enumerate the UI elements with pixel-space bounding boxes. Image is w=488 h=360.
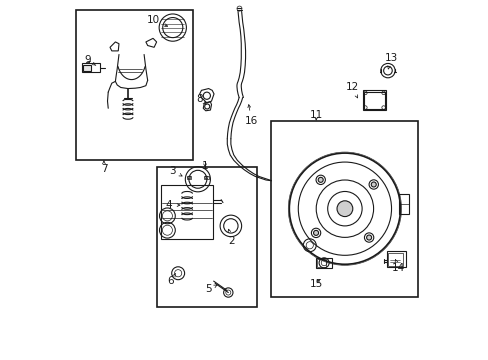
Text: 1: 1 [202, 161, 208, 171]
Text: 2: 2 [227, 229, 235, 246]
Text: 3: 3 [169, 166, 182, 176]
Bar [387, 253, 402, 266]
Text: 4: 4 [165, 200, 180, 210]
Bar [156, 167, 257, 307]
Text: 9: 9 [84, 55, 96, 66]
Bar [187, 176, 191, 179]
Text: 11: 11 [309, 111, 322, 121]
Circle shape [318, 177, 323, 183]
Text: 15: 15 [309, 279, 322, 289]
Bar [83, 64, 90, 71]
Bar [362, 90, 386, 110]
Text: 14: 14 [391, 260, 405, 273]
Text: 6: 6 [167, 273, 175, 286]
Text: 5: 5 [205, 284, 217, 294]
Bar [386, 251, 405, 267]
Bar [316, 258, 332, 268]
Bar [398, 194, 408, 214]
Text: 8: 8 [196, 94, 206, 104]
Text: 13: 13 [384, 53, 397, 69]
Circle shape [313, 230, 318, 235]
Text: 12: 12 [345, 82, 358, 98]
Bar [364, 92, 384, 109]
Circle shape [336, 201, 352, 217]
Bar [317, 259, 325, 267]
Text: 7: 7 [101, 161, 107, 174]
Circle shape [370, 182, 375, 187]
Bar [271, 121, 418, 297]
Bar [204, 176, 208, 179]
Bar [82, 63, 100, 72]
Text: 16: 16 [244, 105, 258, 126]
Bar [76, 10, 192, 160]
Circle shape [366, 235, 371, 240]
Text: 10: 10 [146, 15, 167, 27]
Bar [161, 185, 213, 239]
